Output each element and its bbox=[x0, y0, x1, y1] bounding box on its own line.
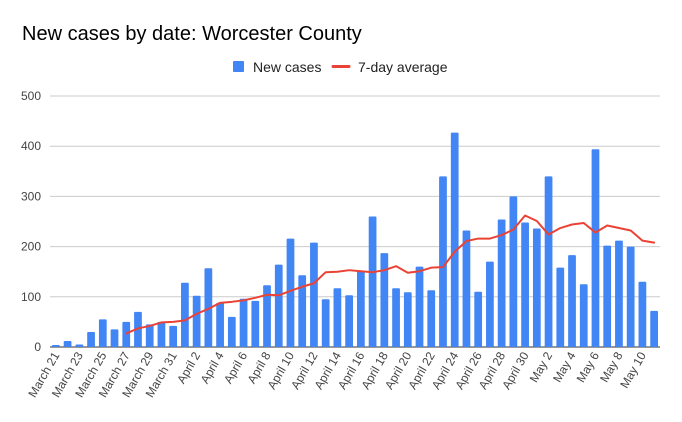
bar-new-cases bbox=[427, 290, 436, 347]
bar-new-cases bbox=[251, 300, 260, 347]
bar-new-cases bbox=[450, 132, 459, 347]
y-tick-label: 100 bbox=[21, 290, 41, 304]
bar-new-cases bbox=[439, 176, 447, 347]
bar-series bbox=[51, 132, 658, 347]
bar-new-cases bbox=[497, 219, 506, 347]
y-tick-label: 400 bbox=[21, 139, 41, 153]
bar-new-cases bbox=[615, 240, 623, 347]
bar-new-cases bbox=[51, 344, 60, 347]
bar-new-cases bbox=[310, 242, 318, 347]
bar-new-cases bbox=[157, 321, 166, 347]
bar-new-cases bbox=[227, 316, 236, 347]
bar-new-cases bbox=[145, 324, 154, 347]
bar-new-cases bbox=[169, 325, 178, 347]
bar-new-cases bbox=[532, 228, 541, 347]
legend-label-new-cases: New cases bbox=[253, 59, 321, 75]
bar-new-cases bbox=[638, 281, 647, 347]
bar-new-cases bbox=[650, 310, 658, 347]
bar-new-cases bbox=[579, 284, 588, 347]
bar-new-cases bbox=[486, 261, 494, 347]
bar-new-cases bbox=[87, 331, 95, 347]
x-tick-label: May 2 bbox=[527, 349, 556, 385]
bar-new-cases bbox=[591, 149, 600, 347]
bar-new-cases bbox=[626, 246, 635, 347]
bar-new-cases bbox=[286, 238, 295, 347]
bar-new-cases bbox=[462, 230, 471, 347]
x-tick-label: May 6 bbox=[574, 349, 603, 385]
bar-new-cases bbox=[415, 266, 424, 347]
bar-new-cases bbox=[556, 267, 565, 347]
bar-new-cases bbox=[239, 298, 248, 347]
bar-new-cases bbox=[345, 295, 353, 347]
y-tick-label: 0 bbox=[34, 340, 41, 354]
legend: New cases 7-day average bbox=[233, 59, 448, 75]
x-tick-label: May 4 bbox=[550, 349, 579, 385]
bar-new-cases bbox=[568, 255, 576, 347]
bar-new-cases bbox=[274, 264, 283, 347]
bar-new-cases bbox=[321, 299, 330, 347]
bar-new-cases bbox=[263, 285, 271, 347]
bar-new-cases bbox=[298, 275, 307, 347]
bar-new-cases bbox=[63, 340, 72, 347]
bar-new-cases bbox=[474, 291, 483, 347]
bar-new-cases bbox=[110, 329, 119, 347]
bar-new-cases bbox=[122, 321, 131, 347]
line-7-day-average bbox=[125, 214, 656, 335]
y-tick-label: 300 bbox=[21, 189, 41, 203]
y-tick-label: 500 bbox=[21, 89, 41, 103]
bar-new-cases bbox=[204, 268, 213, 347]
bar-new-cases bbox=[368, 216, 377, 347]
chart-title: New cases by date: Worcester County bbox=[22, 23, 362, 45]
bar-new-cases bbox=[216, 302, 224, 347]
bar-new-cases bbox=[75, 344, 84, 347]
y-tick-label: 200 bbox=[21, 240, 41, 254]
bar-new-cases bbox=[544, 176, 553, 347]
bar-new-cases bbox=[392, 288, 400, 347]
bar-new-cases bbox=[403, 292, 412, 347]
legend-label-7-day-average: 7-day average bbox=[358, 59, 448, 75]
y-axis: 0 100 200 300 400 500 bbox=[21, 89, 41, 354]
bar-new-cases bbox=[509, 196, 518, 347]
bar-new-cases bbox=[98, 319, 107, 347]
bar-new-cases bbox=[333, 288, 342, 347]
line-series bbox=[125, 214, 656, 335]
legend-swatch-new-cases bbox=[233, 61, 244, 72]
bar-new-cases bbox=[521, 222, 529, 347]
bar-new-cases bbox=[181, 282, 189, 347]
bar-new-cases bbox=[192, 295, 201, 347]
bar-new-cases bbox=[603, 245, 612, 347]
bar-new-cases bbox=[356, 270, 365, 347]
bar-new-cases bbox=[380, 253, 389, 347]
